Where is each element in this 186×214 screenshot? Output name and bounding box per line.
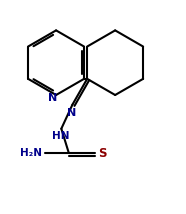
Text: N: N: [48, 93, 57, 103]
Text: HN: HN: [52, 131, 69, 141]
Text: N: N: [67, 108, 76, 118]
Text: S: S: [98, 147, 107, 160]
Text: H₂N: H₂N: [20, 148, 42, 158]
